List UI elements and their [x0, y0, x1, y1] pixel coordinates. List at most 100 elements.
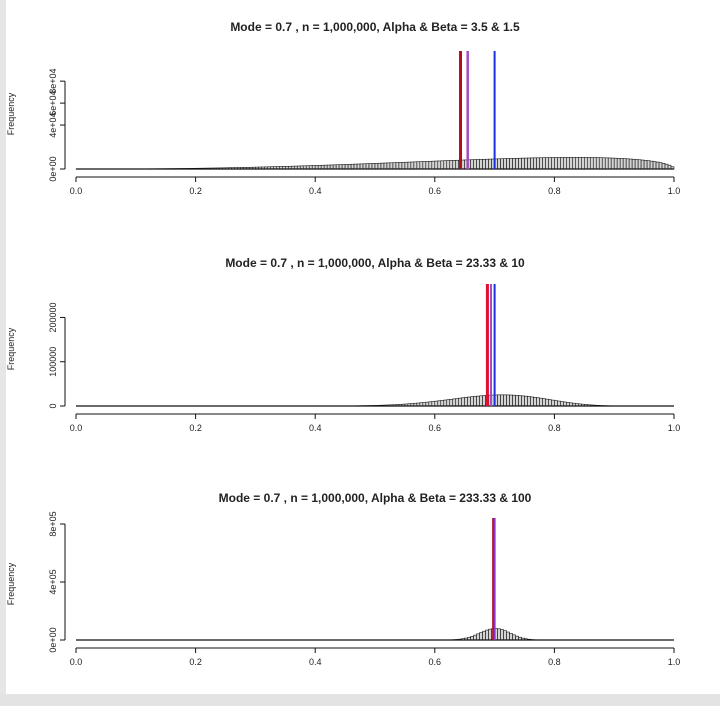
histogram-bar	[443, 399, 448, 407]
histogram-bar	[479, 395, 483, 407]
x-tick-label: 1.0	[668, 186, 681, 196]
histogram-bar	[437, 160, 442, 170]
histogram-bar	[431, 160, 436, 170]
y-tick-label: 0e+00	[48, 627, 58, 652]
x-tick-label: 0.6	[429, 423, 442, 433]
histogram-bar	[458, 397, 463, 407]
x-tick-label: 0.6	[429, 186, 442, 196]
histogram-bar	[500, 158, 504, 170]
histogram-bar	[551, 399, 555, 407]
x-tick-label: 0.6	[429, 657, 442, 667]
histogram-bar	[548, 399, 552, 407]
histogram-bar	[512, 158, 516, 170]
histogram-bar	[476, 159, 480, 170]
histogram-bar	[613, 157, 618, 170]
histogram-bar	[625, 158, 630, 170]
x-tick-label: 1.0	[668, 657, 681, 667]
x-tick-label: 0.4	[309, 186, 322, 196]
histogram-bar	[575, 157, 579, 170]
histogram-bar	[539, 157, 543, 170]
histogram-bar	[482, 395, 486, 407]
x-tick-label: 1.0	[668, 423, 681, 433]
x-tick-label: 0.4	[309, 657, 322, 667]
histogram-bar	[560, 401, 564, 407]
histogram-bar	[595, 157, 600, 170]
histogram-bar	[536, 157, 540, 170]
histogram-bar	[434, 400, 439, 407]
y-tick-label: 200000	[48, 302, 58, 332]
histogram-bar	[464, 397, 468, 407]
histogram-bar	[563, 401, 567, 407]
histogram-bar	[479, 632, 483, 641]
histogram-bar	[518, 157, 522, 170]
histogram-bar	[350, 163, 355, 170]
histogram-bar	[545, 398, 549, 407]
y-tick-label: 8e+05	[48, 511, 58, 536]
histogram-bar	[500, 629, 504, 641]
x-tick-label: 0.4	[309, 423, 322, 433]
histogram-panel-1: Mode = 0.7 , n = 1,000,000, Alpha & Beta…	[6, 20, 681, 196]
y-axis-label: Frequency	[6, 562, 16, 605]
histogram-bar	[569, 157, 573, 170]
x-tick-label: 0.8	[548, 423, 561, 433]
histogram-bar	[386, 162, 391, 170]
histogram-bar	[440, 400, 445, 407]
histogram-bar	[482, 630, 486, 641]
histogram-bar	[479, 159, 483, 170]
histogram-bar	[548, 157, 552, 170]
histogram-bar	[586, 157, 591, 170]
histogram-bar	[359, 163, 364, 170]
histogram-bar	[628, 158, 633, 170]
histogram-bar	[461, 159, 465, 170]
histogram-bar	[557, 157, 561, 170]
histogram-bar	[506, 631, 510, 641]
histogram-bar	[542, 157, 546, 170]
histogram-bar	[482, 158, 486, 170]
histogram-bar	[428, 401, 433, 407]
histogram-bar	[592, 157, 597, 170]
histogram-bar	[470, 159, 474, 170]
histogram-bar	[392, 162, 397, 170]
histogram-bar	[401, 162, 406, 170]
histogram-bar	[572, 157, 576, 170]
x-tick-label: 0.8	[548, 657, 561, 667]
histogram-bar	[497, 158, 501, 170]
histogram-panel-2: Mode = 0.7 , n = 1,000,000, Alpha & Beta…	[6, 256, 681, 433]
chart-title: Mode = 0.7 , n = 1,000,000, Alpha & Beta…	[225, 256, 525, 270]
histogram-bar	[521, 395, 525, 407]
histogram-bar	[506, 394, 510, 407]
y-tick-label: 4e+05	[48, 569, 58, 594]
y-tick-label: 100000	[48, 347, 58, 377]
histogram-bar	[533, 157, 537, 170]
histogram-bar	[476, 633, 480, 641]
histogram-bar	[610, 157, 615, 170]
histogram-bar	[524, 395, 528, 407]
histogram-bar	[661, 163, 666, 170]
histogram-bar	[449, 398, 454, 407]
histogram-bar	[533, 397, 537, 407]
histogram-bar	[410, 161, 415, 170]
histogram-bar	[503, 394, 507, 407]
histogram-bar	[332, 164, 337, 170]
histogram-bar	[512, 634, 516, 641]
histogram-bar	[422, 161, 427, 170]
histogram-bar	[509, 633, 513, 641]
histogram-bar	[542, 398, 546, 407]
histogram-bar	[509, 394, 513, 407]
histogram-bar	[395, 162, 400, 170]
histogram-bar	[416, 161, 421, 170]
histogram-bar	[329, 164, 334, 170]
histogram-bar	[407, 161, 412, 170]
histogram-bar	[389, 162, 394, 170]
histogram-bar	[338, 164, 343, 170]
histogram-bar	[362, 163, 367, 170]
histogram-bar	[554, 400, 558, 407]
histogram-bar	[640, 159, 645, 170]
histogram-bar	[446, 160, 451, 170]
histogram-bar	[467, 396, 471, 407]
histogram-bar	[488, 628, 492, 641]
histogram-bar	[503, 158, 507, 170]
histogram-bar	[554, 157, 558, 170]
x-tick-label: 0.2	[189, 423, 202, 433]
histogram-bar	[589, 157, 594, 170]
